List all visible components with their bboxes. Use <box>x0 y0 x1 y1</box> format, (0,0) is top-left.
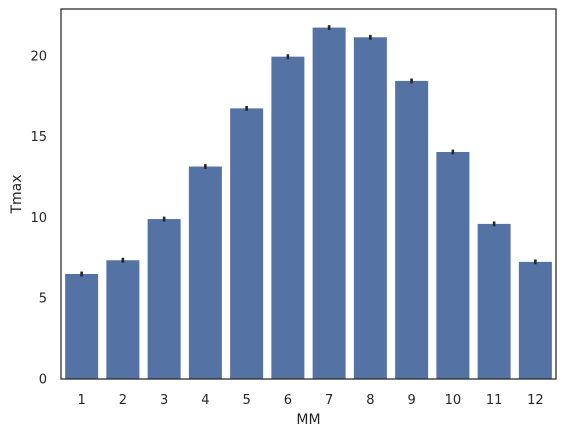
bar-5 <box>230 108 264 380</box>
bar-4 <box>188 166 222 379</box>
bar-7 <box>312 27 346 380</box>
error-bars-group <box>80 25 537 277</box>
bar-8 <box>353 37 387 379</box>
x-tick-label-7: 7 <box>325 393 333 408</box>
x-tick-label-3: 3 <box>160 393 168 408</box>
bar-12 <box>518 261 552 379</box>
bar-9 <box>395 80 429 380</box>
x-tick-label-1: 1 <box>77 393 85 408</box>
x-axis-label: MM <box>296 412 320 428</box>
y-tick-label-10: 10 <box>30 211 47 226</box>
bar-10 <box>436 151 470 379</box>
bar-6 <box>271 56 305 379</box>
x-tick-label-10: 10 <box>445 393 462 408</box>
x-tick-label-5: 5 <box>242 393 250 408</box>
x-tick-label-2: 2 <box>119 393 127 408</box>
x-tick-labels: 1 2 3 4 5 6 7 8 9 10 11 12 <box>77 393 543 408</box>
y-tick-label-5: 5 <box>39 292 47 307</box>
bar-1 <box>65 273 99 379</box>
plot-frame <box>60 8 557 380</box>
y-tick-label-0: 0 <box>39 373 47 388</box>
bar-11 <box>477 223 511 379</box>
x-tick-label-11: 11 <box>486 393 503 408</box>
x-tick-label-4: 4 <box>201 393 209 408</box>
y-tick-label-20: 20 <box>30 49 47 64</box>
x-tick-label-6: 6 <box>284 393 292 408</box>
x-tick-label-9: 9 <box>407 393 415 408</box>
y-tick-labels: 0 5 10 15 20 <box>30 49 47 387</box>
x-tick-label-8: 8 <box>366 393 374 408</box>
x-tick-label-12: 12 <box>527 393 544 408</box>
bars-group <box>65 27 552 380</box>
y-tick-label-15: 15 <box>30 130 47 145</box>
y-axis-label: Tmax <box>9 174 25 214</box>
bar-2 <box>106 260 140 379</box>
bar-3 <box>147 219 181 379</box>
